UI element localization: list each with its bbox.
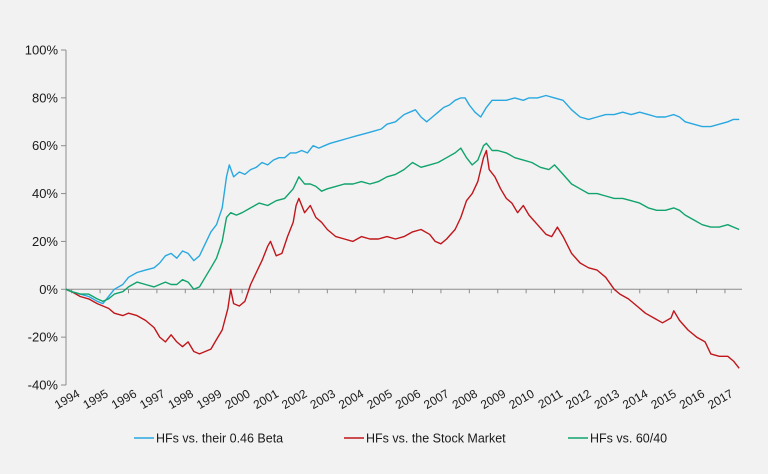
y-tick-label: -40% xyxy=(28,378,59,393)
x-tick-label: 2004 xyxy=(336,386,366,412)
y-tick-label: -20% xyxy=(28,330,59,345)
x-tick-label: 1997 xyxy=(137,386,167,412)
y-tick-label: 0% xyxy=(39,282,58,297)
x-tick-label: 2005 xyxy=(364,386,394,412)
x-tick-label: 2000 xyxy=(222,386,252,412)
x-tick-label: 2009 xyxy=(478,386,508,412)
x-tick-label: 2008 xyxy=(450,386,480,412)
legend: HFs vs. their 0.46 Beta HFs vs. the Stock… xyxy=(134,432,667,446)
series-line-2 xyxy=(65,149,740,369)
y-axis: 100% 80% 60% 40% 20% 0% -20% -40% xyxy=(25,43,67,393)
series-line-3 xyxy=(65,142,740,302)
x-tick-label: 2016 xyxy=(677,386,707,412)
y-tick-label: 100% xyxy=(25,43,59,58)
x-tick-label: 2011 xyxy=(536,386,566,411)
x-tick-label: 2013 xyxy=(592,386,622,412)
x-tick-label: 1998 xyxy=(166,386,196,412)
x-tick-label: 2014 xyxy=(620,386,650,412)
x-tick-label: 2012 xyxy=(563,386,593,412)
x-tick-label: 2003 xyxy=(308,386,338,412)
series-layer xyxy=(65,94,740,369)
y-tick-label: 60% xyxy=(32,138,58,153)
x-tick-label: 1995 xyxy=(80,386,110,412)
legend-label: HFs vs. their 0.46 Beta xyxy=(156,432,283,446)
y-tick-label: 20% xyxy=(32,234,58,249)
x-tick-label: 2010 xyxy=(507,386,537,412)
legend-label: HFs vs. the Stock Market xyxy=(366,432,506,446)
x-tick-label: 2002 xyxy=(279,386,309,412)
x-tick-label: 1996 xyxy=(109,386,139,412)
x-tick-label: 2007 xyxy=(421,386,451,412)
x-tick-label: 2001 xyxy=(251,386,281,412)
y-tick-label: 80% xyxy=(32,90,58,105)
x-tick-label: 1999 xyxy=(194,386,224,412)
x-tick-label: 2015 xyxy=(649,386,679,412)
x-tick-label: 2017 xyxy=(705,386,735,412)
series-line-1 xyxy=(65,94,740,305)
y-tick-label: 40% xyxy=(32,186,58,201)
x-tick-label: 2006 xyxy=(393,386,423,412)
legend-label: HFs vs. 60/40 xyxy=(590,432,667,446)
